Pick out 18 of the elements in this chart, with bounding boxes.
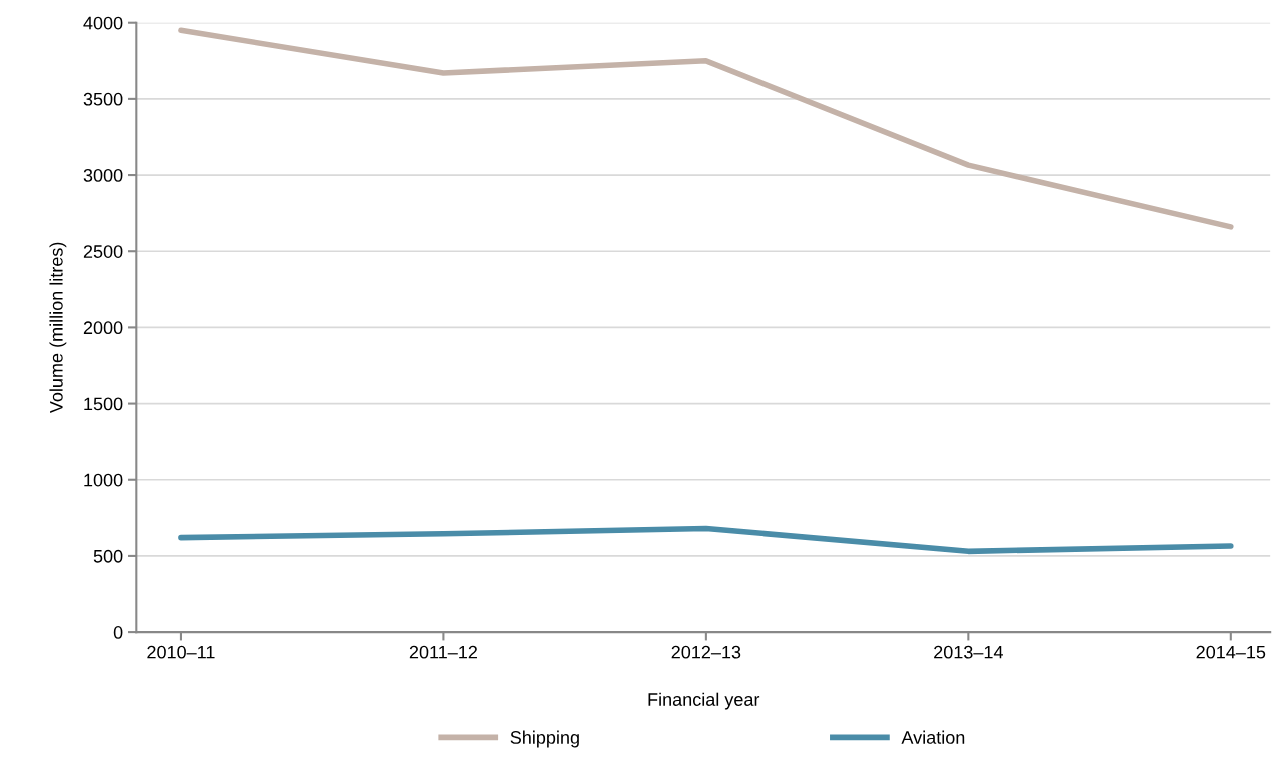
x-tick-label: 2013–14 <box>934 645 1003 659</box>
x-tick-label: 2010–11 <box>147 645 215 659</box>
y-tick-label: 1500 <box>84 397 123 411</box>
x-axis-title: Financial year <box>648 692 760 710</box>
y-tick-label: 0 <box>113 626 123 639</box>
x-tick-label: 2011–12 <box>409 645 477 659</box>
y-tick-label: 3000 <box>83 168 123 182</box>
y-tick-label: 3500 <box>83 92 123 106</box>
y-tick-label: 500 <box>93 549 123 563</box>
y-tick-label: 2000 <box>83 321 123 335</box>
y-tick-label: 1000 <box>84 473 123 487</box>
x-tick-label: 2012–13 <box>671 645 741 659</box>
y-axis-title: Volume (million litres) <box>49 242 67 414</box>
x-tick-label: 2014–15 <box>1196 645 1266 659</box>
y-tick-label: 4000 <box>83 16 123 30</box>
legend-label: Aviation <box>901 730 965 744</box>
legend-label: Shipping <box>510 730 579 748</box>
y-tick-label: 2500 <box>83 245 123 258</box>
